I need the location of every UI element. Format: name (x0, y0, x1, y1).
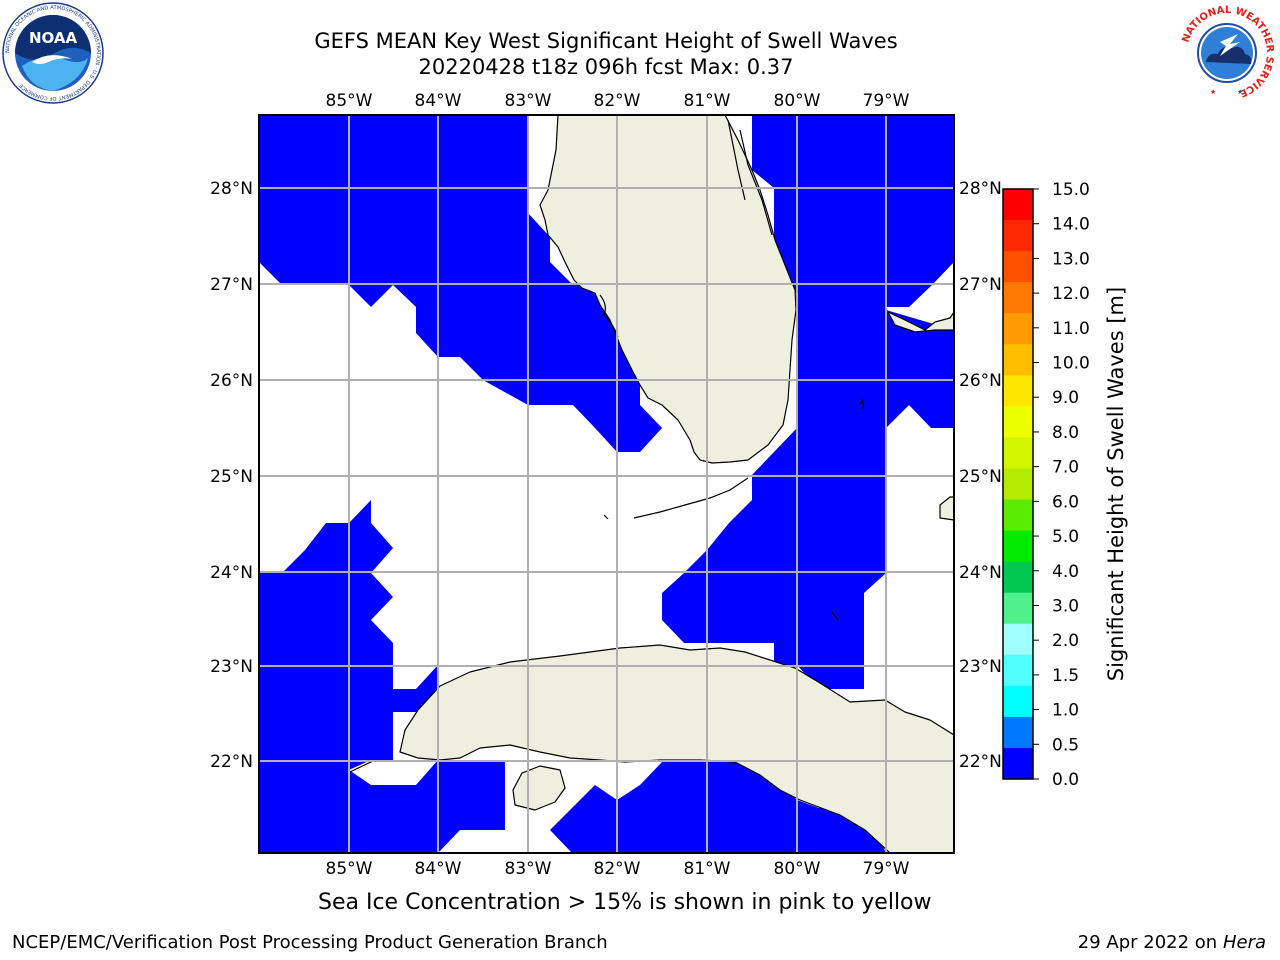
footer-right: 29 Apr 2022 on Hera (1078, 932, 1266, 953)
colorbar-tick-label: 10.0 (1052, 354, 1090, 374)
colorbar-label: Significant Height of Swell Waves [m] (1104, 287, 1128, 681)
graticule (259, 115, 954, 853)
lon-label-bottom: 83°W (505, 859, 552, 879)
lat-label-right: 27°N (959, 275, 1002, 295)
colorbar-swatch (1003, 189, 1033, 221)
colorbar-swatch (1003, 251, 1033, 283)
lon-label-bottom: 79°W (863, 859, 910, 879)
colorbar-ticks: 15.0 14.0 13.0 12.0 11.0 10.0 9.0 8.0 7.0 6.0 5.0 4… (1033, 180, 1090, 790)
colorbar-tick-label: 0.0 (1052, 770, 1079, 790)
colorbar-swatch (1003, 592, 1033, 625)
lon-label-bottom: 82°W (594, 859, 641, 879)
colorbar-swatch (1003, 375, 1033, 407)
lat-label-left: 24°N (210, 563, 253, 583)
lat-label-left: 23°N (210, 657, 253, 677)
colorbar-swatch (1003, 468, 1033, 501)
lat-label-right: 24°N (959, 563, 1002, 583)
colorbar-tick-label: 15.0 (1052, 180, 1090, 200)
svg-text:★: ★ (1237, 88, 1243, 96)
colorbar-tick-label: 13.0 (1052, 249, 1090, 269)
footer-left: NCEP/EMC/Verification Post Processing Pr… (12, 932, 608, 953)
colorbar-swatch (1003, 654, 1033, 687)
lat-label-right: 26°N (959, 371, 1002, 391)
lon-label-bottom: 85°W (326, 859, 373, 879)
colorbar-tick-label: 8.0 (1052, 423, 1079, 443)
colorbar-tick-label: 12.0 (1052, 284, 1090, 304)
colorbar-swatch (1003, 437, 1033, 469)
colorbar-tick-label: 14.0 (1052, 215, 1090, 235)
lon-label-top: 82°W (594, 91, 641, 111)
lat-label-left: 25°N (210, 467, 253, 487)
colorbar-swatch (1003, 406, 1033, 438)
nws-logo: NATIONAL WEATHER SERVICE ★ ★ (1181, 5, 1276, 99)
footer-host: Hera (1222, 932, 1266, 953)
map-area (259, 115, 954, 853)
map-frame (258, 114, 955, 854)
noaa-logo: NATIONAL OCEANIC AND ATMOSPHERIC ADMINIS… (2, 2, 104, 104)
lon-label-top: 79°W (863, 91, 910, 111)
colorbar-swatch (1003, 747, 1033, 780)
colorbar-swatch (1003, 282, 1033, 314)
colorbar-tick-label: 7.0 (1052, 458, 1079, 478)
lat-label-right: 28°N (959, 179, 1002, 199)
colorbar-tick-label: 9.0 (1052, 388, 1079, 408)
chart-subtitle: 20220428 t18z 096h fcst Max: 0.37 (418, 55, 794, 79)
colorbar-swatch (1003, 344, 1033, 376)
colorbar-tick-label: 11.0 (1052, 319, 1090, 339)
lat-label-left: 27°N (210, 275, 253, 295)
lon-label-bottom: 80°W (774, 859, 821, 879)
lat-label-left: 28°N (210, 179, 253, 199)
lat-label-left: 22°N (210, 752, 253, 772)
footer-date: 29 Apr 2022 on (1077, 932, 1223, 953)
colorbar-tick-label: 6.0 (1052, 492, 1079, 512)
colorbar-frame (1002, 188, 1034, 780)
colorbar-swatch (1003, 499, 1033, 532)
colorbar-tick-label: 4.0 (1052, 562, 1079, 582)
colorbar-swatch (1003, 685, 1033, 718)
colorbar-swatch (1003, 530, 1033, 563)
lat-label-right: 25°N (959, 467, 1002, 487)
colorbar-swatch (1003, 561, 1033, 594)
lon-label-top: 81°W (684, 91, 731, 111)
lon-label-top: 83°W (505, 91, 552, 111)
colorbar-swatches (1003, 189, 1033, 780)
chart-title: GEFS MEAN Key West Significant Height of… (314, 29, 898, 53)
colorbar-tick-label: 0.5 (1052, 735, 1079, 755)
lat-label-right: 22°N (959, 752, 1002, 772)
sea-ice-caption: Sea Ice Concentration > 15% is shown in … (318, 890, 932, 915)
lat-label-right: 23°N (959, 657, 1002, 677)
lon-label-bottom: 81°W (684, 859, 731, 879)
colorbar-tick-label: 3.0 (1052, 596, 1079, 616)
colorbar: 15.0 14.0 13.0 12.0 11.0 10.0 9.0 8.0 7.0 6.0 5.0 4… (1002, 180, 1128, 790)
lon-label-top: 80°W (774, 91, 821, 111)
cuba (399, 644, 954, 853)
bahamas-andros (939, 496, 954, 521)
noaa-logo-text: NOAA (29, 29, 78, 47)
florida-peninsula (539, 115, 797, 464)
colorbar-swatch (1003, 716, 1033, 749)
colorbar-swatch (1003, 220, 1033, 252)
colorbar-tick-label: 2.0 (1052, 631, 1079, 651)
svg-text:★: ★ (1210, 88, 1216, 96)
colorbar-swatch (1003, 313, 1033, 345)
colorbar-tick-label: 1.0 (1052, 701, 1079, 721)
lat-label-left: 26°N (210, 371, 253, 391)
land-masses (399, 115, 954, 853)
isla-de-la-juventud (512, 765, 566, 811)
lon-label-bottom: 84°W (415, 859, 462, 879)
colorbar-tick-label: 1.5 (1052, 666, 1079, 686)
colorbar-tick-label: 5.0 (1052, 527, 1079, 547)
lon-label-top: 85°W (326, 91, 373, 111)
lon-label-top: 84°W (415, 91, 462, 111)
colorbar-swatch (1003, 623, 1033, 656)
bahamas-grand-bahama (887, 311, 954, 333)
